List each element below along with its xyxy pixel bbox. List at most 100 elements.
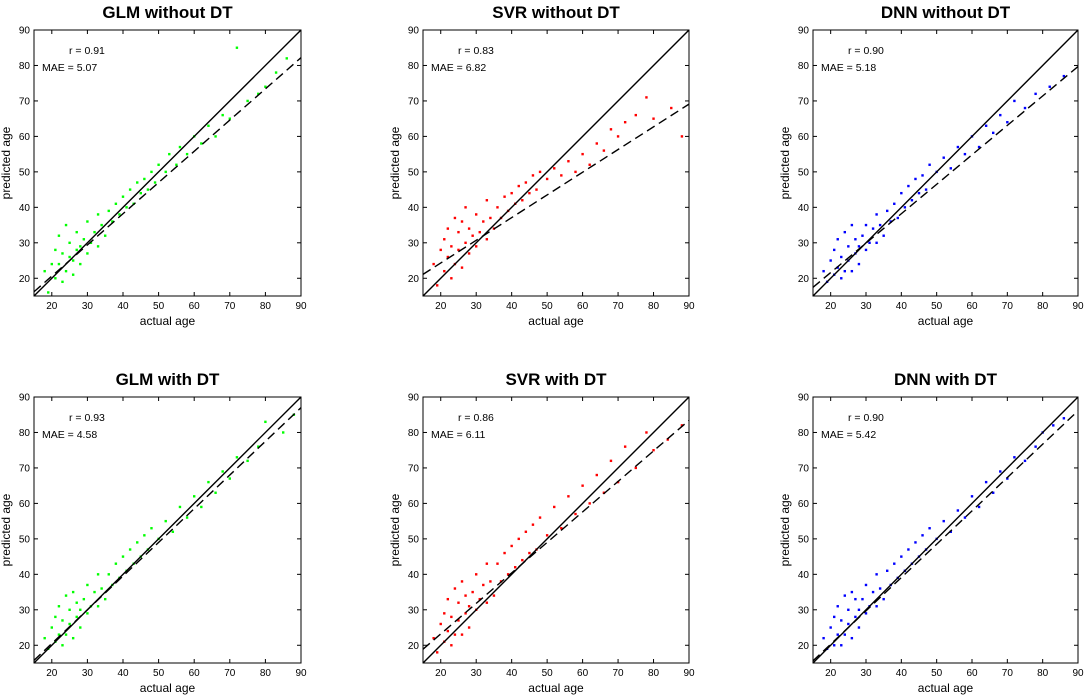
- data-point: [467, 227, 471, 230]
- y-tick-label: 70: [19, 96, 31, 107]
- y-tick-label: 70: [19, 463, 31, 474]
- data-point: [535, 188, 538, 191]
- data-point: [485, 238, 489, 241]
- data-point: [528, 551, 531, 555]
- data-point: [496, 562, 499, 565]
- data-point: [121, 195, 125, 198]
- x-tick-label: 90: [683, 301, 695, 312]
- data-point: [457, 230, 460, 234]
- data-point: [107, 209, 110, 213]
- data-point: [560, 174, 563, 177]
- data-point: [475, 213, 478, 216]
- x-tick-label: 20: [825, 301, 837, 312]
- data-point: [977, 505, 981, 509]
- chart-panel-5: SVR with DT 20 30 40 50 60 70 80 90 20 30 40 50 60 70 8…: [388, 370, 695, 695]
- y-tick-label: 70: [408, 463, 420, 474]
- data-point: [492, 594, 496, 597]
- data-point: [567, 495, 570, 498]
- data-point: [840, 277, 843, 280]
- x-tick-label: 50: [542, 668, 554, 679]
- data-point: [538, 516, 542, 519]
- data-point: [886, 209, 889, 213]
- data-point: [882, 597, 885, 601]
- y-tick-label: 20: [19, 641, 31, 652]
- data-point: [847, 245, 850, 248]
- data-point: [47, 291, 50, 294]
- data-point: [857, 245, 861, 248]
- data-point: [854, 597, 857, 601]
- data-point: [446, 255, 450, 259]
- data-point: [514, 566, 517, 569]
- data-point: [1062, 417, 1066, 420]
- x-tick-label: 40: [896, 301, 908, 312]
- x-tick-label: 20: [435, 301, 447, 312]
- y-tick-label: 80: [19, 428, 31, 439]
- y-tick-label: 20: [798, 274, 810, 285]
- data-point: [478, 230, 481, 234]
- data-point: [450, 644, 453, 647]
- data-point: [107, 573, 110, 576]
- data-point: [178, 505, 182, 509]
- data-point: [517, 184, 520, 188]
- data-point: [977, 145, 981, 149]
- data-point: [228, 477, 231, 480]
- data-point: [489, 216, 492, 220]
- y-tick-label: 60: [408, 132, 420, 143]
- data-point: [450, 245, 453, 248]
- data-point: [50, 262, 53, 266]
- data-point: [882, 234, 885, 237]
- data-point: [829, 259, 832, 262]
- x-tick-label: 70: [613, 668, 625, 679]
- x-tick-label: 60: [577, 301, 589, 312]
- data-point: [71, 259, 75, 262]
- data-point: [963, 152, 967, 156]
- x-tick-label: 30: [82, 301, 94, 312]
- data-point: [510, 191, 513, 195]
- data-point: [185, 516, 189, 519]
- data-point: [485, 199, 489, 202]
- x-tick-label: 90: [1072, 668, 1084, 679]
- plot-area: [423, 397, 689, 663]
- data-point: [125, 206, 128, 209]
- data-point: [942, 519, 945, 523]
- data-point: [836, 633, 839, 636]
- data-point: [171, 530, 175, 533]
- data-point: [861, 234, 864, 237]
- data-point: [900, 555, 903, 558]
- y-tick-label: 20: [798, 641, 810, 652]
- data-point: [840, 619, 843, 622]
- data-point: [246, 459, 249, 463]
- x-tick-label: 20: [825, 668, 837, 679]
- data-point: [100, 587, 103, 590]
- data-point: [924, 188, 928, 191]
- data-point: [128, 188, 132, 191]
- data-point: [680, 135, 684, 138]
- y-tick-label: 40: [408, 570, 420, 581]
- data-point: [150, 170, 153, 174]
- x-axis-label: actual age: [918, 314, 974, 328]
- y-axis-label: predicted age: [0, 126, 13, 199]
- data-point: [93, 590, 96, 594]
- data-point: [623, 121, 627, 124]
- x-axis-label: actual age: [140, 314, 196, 328]
- data-point: [57, 262, 61, 266]
- data-point: [840, 644, 843, 647]
- data-point: [282, 431, 285, 434]
- data-point: [64, 223, 68, 227]
- y-tick-label: 60: [19, 132, 31, 143]
- data-point: [822, 269, 825, 273]
- data-point: [464, 241, 467, 244]
- x-tick-label: 40: [896, 668, 908, 679]
- data-point: [432, 636, 435, 640]
- data-point: [489, 580, 492, 583]
- y-tick-label: 90: [19, 393, 31, 404]
- y-tick-label: 50: [798, 167, 810, 178]
- data-point: [482, 220, 485, 223]
- data-point: [79, 626, 82, 629]
- data-point: [524, 530, 528, 533]
- data-point: [457, 248, 460, 252]
- data-point: [200, 142, 203, 145]
- axes-frame: [33, 396, 302, 664]
- axes-frame: [33, 29, 302, 297]
- data-point: [61, 644, 64, 647]
